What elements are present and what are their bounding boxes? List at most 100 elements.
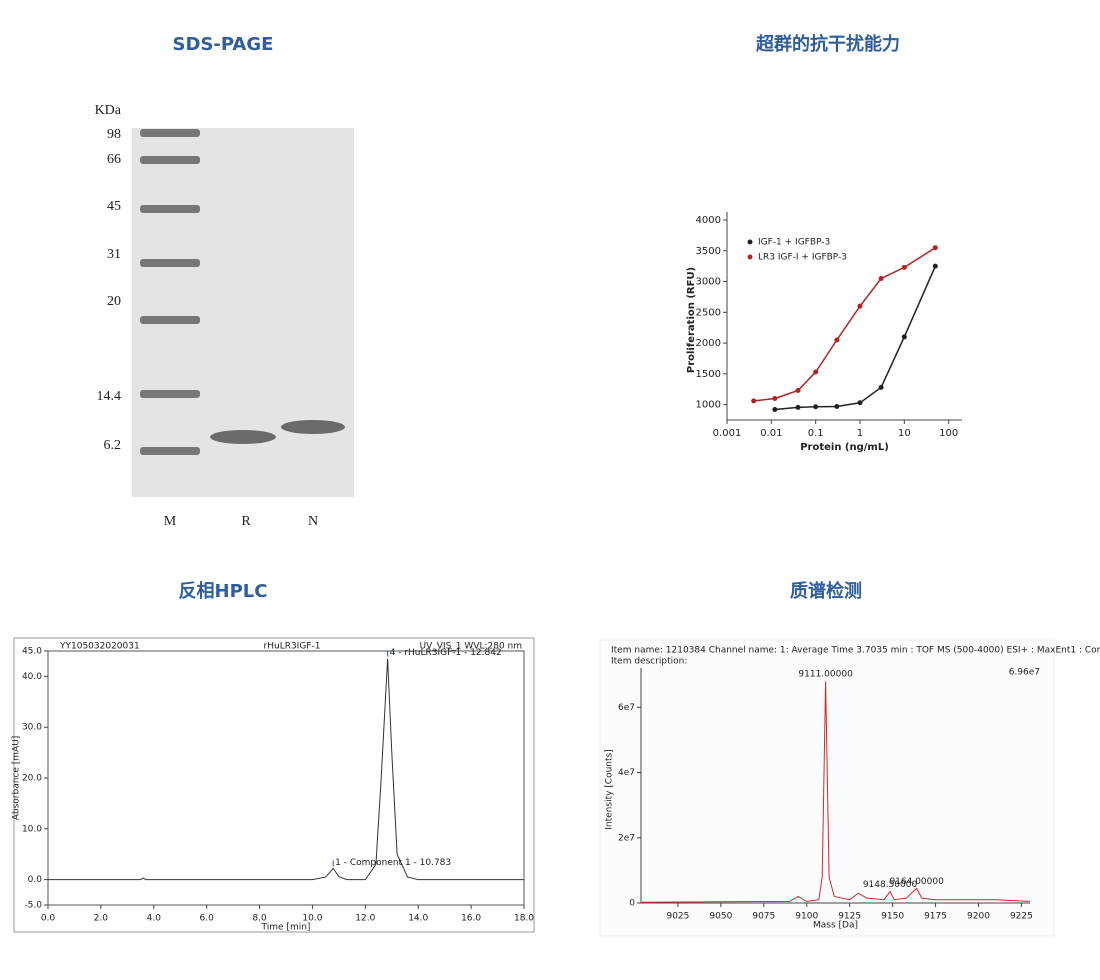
y-tick-label: 0.0 <box>28 875 43 885</box>
marker-band <box>140 129 200 137</box>
marker-label: 98 <box>107 127 121 142</box>
peak-annotation: 4 - rHuLR3IGF-1 - 12.842 <box>390 648 502 658</box>
ms-frame <box>599 639 1055 937</box>
x-tick-label: 9150 <box>881 912 904 922</box>
x-tick-label: 4.0 <box>147 914 162 924</box>
x-axis-label: Protein (ng/mL) <box>800 442 889 453</box>
panel-title: 超群的抗干扰能力 <box>756 33 900 55</box>
x-tick-label: 6.0 <box>200 914 215 924</box>
x-tick-label: 9075 <box>752 912 775 922</box>
peak-annotation: 1 - Component 1 - 10.783 <box>335 858 451 868</box>
data-point <box>772 395 778 401</box>
lane-label: N <box>308 514 318 529</box>
y-tick-label: 6e7 <box>618 703 635 713</box>
x-axis-label: Time [min] <box>261 923 311 933</box>
marker-label: 66 <box>107 152 121 167</box>
y-tick-label: 4e7 <box>618 768 635 778</box>
x-tick-label: 9050 <box>709 912 732 922</box>
marker-band <box>140 156 200 164</box>
chart-header: rHuLR3IGF-1 <box>264 642 321 652</box>
marker-band <box>140 316 200 324</box>
data-point <box>772 407 778 413</box>
series-line <box>753 247 936 402</box>
x-tick-label: 9200 <box>967 912 990 922</box>
x-tick-label: 16.0 <box>461 914 481 924</box>
y-tick-label: 2000 <box>696 338 721 349</box>
data-point <box>901 334 907 340</box>
y-tick-label: 3000 <box>696 277 721 288</box>
marker-label: 31 <box>107 247 121 262</box>
x-tick-label: 0.0 <box>41 914 56 924</box>
legend-marker <box>747 254 753 260</box>
data-point <box>932 245 938 251</box>
max-intensity: 6.96e7 <box>1009 668 1040 678</box>
y-axis-label: Absorbance [mAU] <box>12 736 22 821</box>
x-tick-label: 0.1 <box>808 428 824 439</box>
x-tick-label: 100 <box>939 428 958 439</box>
x-tick-label: 1 <box>857 428 863 439</box>
y-tick-label: 1000 <box>696 400 721 411</box>
y-tick-label: 40.0 <box>22 672 42 682</box>
data-point <box>834 337 840 343</box>
peak-label: 9148.50000 <box>863 880 918 890</box>
marker-band <box>140 205 200 213</box>
lane-label: R <box>241 514 251 529</box>
hplc-frame <box>13 637 535 933</box>
y-tick-label: 4000 <box>696 215 721 226</box>
y-tick-label: 30.0 <box>22 723 42 733</box>
y-tick-label: -5.0 <box>24 901 42 911</box>
lane-label: M <box>164 514 177 529</box>
y-tick-label: 2500 <box>696 307 721 318</box>
y-tick-label: 2e7 <box>618 833 635 843</box>
data-point <box>834 403 840 409</box>
data-point <box>857 303 863 309</box>
chart-header: YY105032020031 <box>59 642 140 652</box>
data-point <box>878 384 884 390</box>
x-tick-label: 0.01 <box>760 428 782 439</box>
marker-label: 6.2 <box>104 438 122 453</box>
x-tick-label: 9100 <box>795 912 818 922</box>
y-tick-label: 10.0 <box>22 824 42 834</box>
x-tick-label: 2.0 <box>94 914 109 924</box>
data-point <box>795 404 801 410</box>
data-point <box>813 369 819 375</box>
series-line <box>774 265 936 411</box>
y-axis-label: Proliferation (RFU) <box>686 267 697 373</box>
data-point <box>857 400 863 406</box>
y-tick-label: 3500 <box>696 246 721 257</box>
series-line <box>641 681 1031 903</box>
plot-frame <box>47 650 525 906</box>
legend-marker <box>747 239 753 245</box>
marker-label: 45 <box>107 199 121 214</box>
marker-band <box>140 390 200 398</box>
marker-label: 14.4 <box>97 389 122 404</box>
legend-label: IGF-1 + IGFBP-3 <box>758 238 830 248</box>
x-tick-label: 12.0 <box>355 914 375 924</box>
data-point <box>932 263 938 269</box>
marker-band <box>140 447 200 455</box>
y-tick-label: 45.0 <box>22 647 42 657</box>
panel-title: 质谱检测 <box>790 580 862 602</box>
panel-title: SDS-PAGE <box>173 34 274 55</box>
chart-header: Item name: 1210384 Channel name: 1: Aver… <box>611 646 1100 656</box>
y-tick-label: 0 <box>629 899 635 909</box>
marker-label: 20 <box>107 294 121 309</box>
x-tick-label: 10 <box>898 428 911 439</box>
data-point <box>751 398 757 404</box>
y-tick-label: 20.0 <box>22 774 42 784</box>
data-point <box>795 387 801 393</box>
x-tick-label: 14.0 <box>408 914 428 924</box>
data-point <box>878 275 884 281</box>
peak-label: 9111.00000 <box>798 670 853 680</box>
y-axis-label: Intensity [Counts] <box>605 749 615 829</box>
y-tick-label: 1500 <box>696 369 721 380</box>
x-tick-label: 8.0 <box>252 914 267 924</box>
x-tick-label: 10.0 <box>302 914 322 924</box>
x-axis-label: Mass [Da] <box>813 921 858 931</box>
legend-label: LR3 IGF-Ⅰ + IGFBP-3 <box>758 253 847 263</box>
x-tick-label: 0.001 <box>713 428 742 439</box>
x-tick-label: 9025 <box>666 912 689 922</box>
x-tick-label: 9225 <box>1010 912 1033 922</box>
marker-band <box>140 259 200 267</box>
